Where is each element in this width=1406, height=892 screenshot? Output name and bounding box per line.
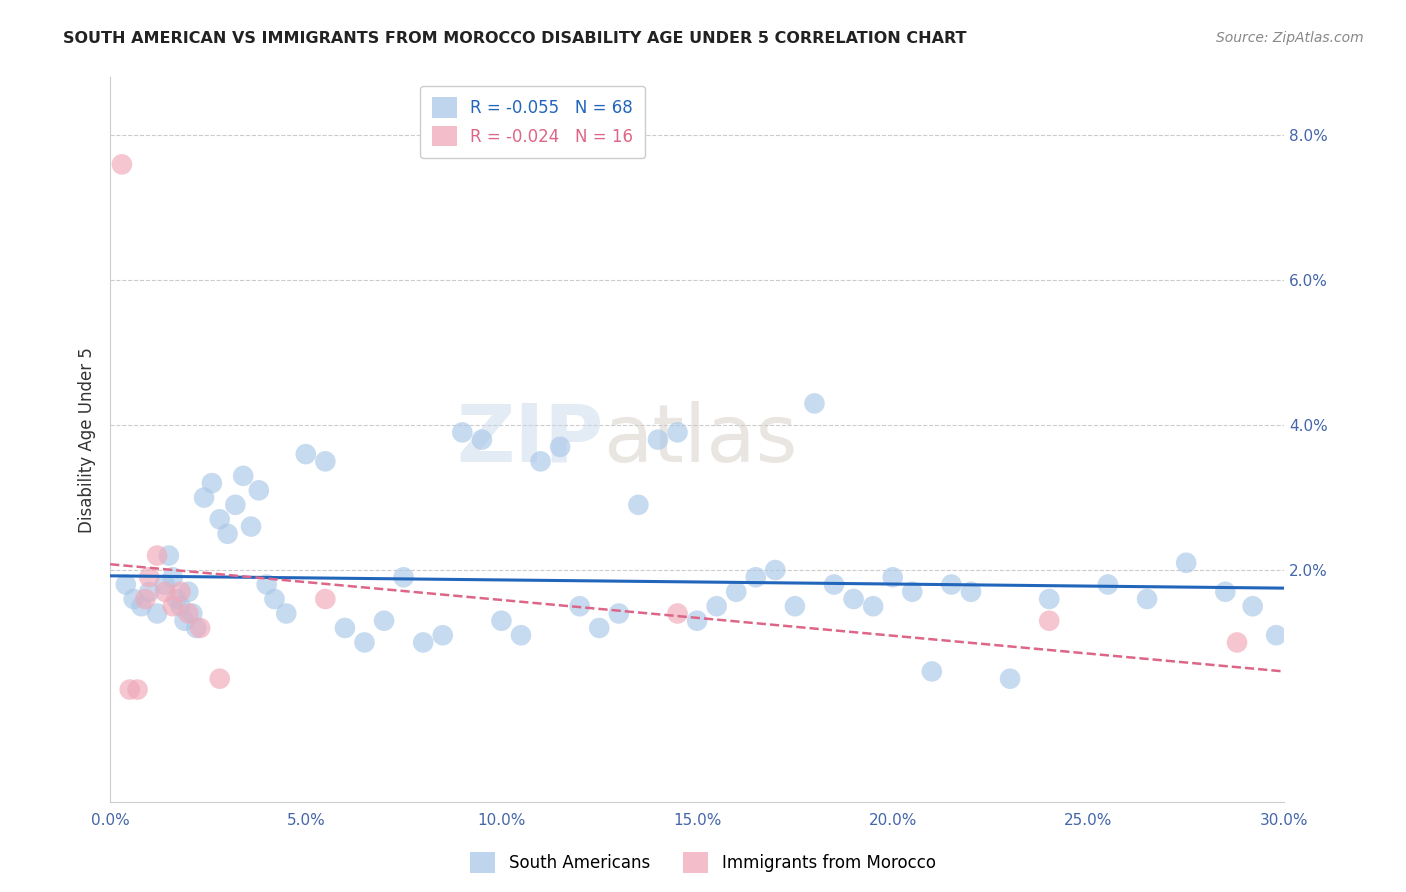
Point (146, 607, 169, 621)
Point (186, 621, 208, 635)
Point (1175, 556, 1198, 570)
Point (333, 621, 356, 635)
Point (510, 628, 533, 642)
Point (131, 599, 153, 614)
Point (276, 607, 298, 621)
Point (568, 599, 591, 614)
Point (1265, 628, 1288, 642)
Point (118, 682, 141, 697)
Point (941, 577, 963, 591)
Point (240, 519, 263, 533)
Point (745, 570, 768, 584)
Point (491, 614, 513, 628)
Point (373, 614, 395, 628)
Point (166, 592, 188, 607)
Point (392, 570, 415, 584)
Point (294, 447, 316, 461)
Legend: South Americans, Immigrants from Morocco: South Americans, Immigrants from Morocco (464, 846, 942, 880)
Point (157, 549, 180, 563)
Point (706, 599, 728, 614)
Point (686, 614, 709, 628)
Text: atlas: atlas (603, 401, 797, 479)
Point (1226, 635, 1249, 649)
Point (901, 584, 924, 599)
Point (177, 607, 200, 621)
Point (862, 599, 884, 614)
Point (627, 498, 650, 512)
Point (177, 584, 200, 599)
Point (224, 498, 246, 512)
Point (217, 526, 239, 541)
Point (127, 682, 149, 697)
Point (256, 577, 278, 591)
Point (138, 584, 160, 599)
Point (725, 584, 748, 599)
Point (138, 570, 160, 584)
Point (208, 512, 231, 526)
Point (763, 563, 786, 577)
Point (1038, 614, 1060, 628)
Legend: R = -0.055   N = 68, R = -0.024   N = 16: R = -0.055 N = 68, R = -0.024 N = 16 (420, 86, 645, 158)
Point (666, 607, 689, 621)
Point (803, 396, 825, 410)
Y-axis label: Disability Age Under 5: Disability Age Under 5 (79, 347, 96, 533)
Point (1213, 584, 1236, 599)
Point (1038, 592, 1060, 607)
Point (153, 577, 176, 591)
Point (111, 157, 134, 171)
Point (607, 607, 630, 621)
Point (921, 665, 943, 679)
Text: Source: ZipAtlas.com: Source: ZipAtlas.com (1216, 31, 1364, 45)
Point (1097, 577, 1119, 591)
Point (173, 614, 195, 628)
Point (783, 599, 806, 614)
Point (169, 599, 191, 614)
Point (960, 584, 983, 599)
Point (647, 433, 669, 447)
Point (263, 592, 285, 607)
Point (247, 483, 270, 498)
Point (451, 425, 474, 440)
Point (193, 491, 215, 505)
Point (882, 570, 904, 584)
Point (529, 454, 551, 468)
Point (162, 570, 184, 584)
Point (114, 577, 136, 591)
Point (353, 635, 375, 649)
Point (548, 440, 571, 454)
Text: ZIP: ZIP (456, 401, 603, 479)
Point (232, 468, 254, 483)
Point (134, 592, 156, 607)
Point (1136, 592, 1159, 607)
Point (181, 607, 204, 621)
Point (998, 672, 1021, 686)
Point (666, 425, 689, 440)
Point (162, 599, 184, 614)
Point (588, 621, 610, 635)
Point (842, 592, 865, 607)
Point (432, 628, 454, 642)
Point (412, 635, 434, 649)
Point (471, 433, 494, 447)
Point (208, 672, 231, 686)
Point (169, 584, 191, 599)
Point (823, 577, 845, 591)
Point (201, 476, 224, 491)
Text: SOUTH AMERICAN VS IMMIGRANTS FROM MOROCCO DISABILITY AGE UNDER 5 CORRELATION CHA: SOUTH AMERICAN VS IMMIGRANTS FROM MOROCC… (63, 31, 967, 46)
Point (188, 621, 211, 635)
Point (314, 592, 336, 607)
Point (122, 592, 145, 607)
Point (146, 549, 169, 563)
Point (153, 584, 176, 599)
Point (1241, 599, 1264, 614)
Point (314, 454, 336, 468)
